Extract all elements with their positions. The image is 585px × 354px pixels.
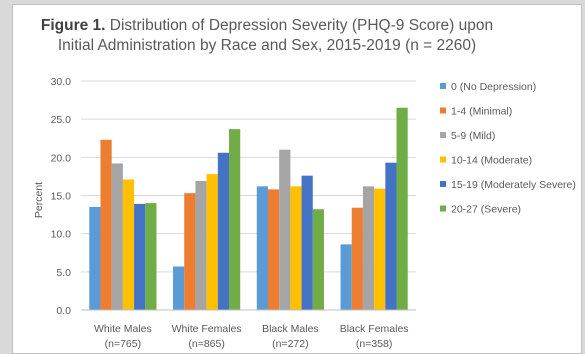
legend-swatch [440, 205, 446, 212]
bar-10-14-moderate--3 [374, 188, 386, 310]
legend-swatch [440, 107, 446, 114]
chart-title-line-1: Figure 1. Distribution of Depression Sev… [41, 17, 493, 34]
bar-20-27-severe--1 [229, 129, 241, 310]
bar-0-no-depression--0 [89, 206, 101, 310]
legend-entry: 1-4 (Minimal) [451, 106, 512, 118]
y-tick-label: 15.0 [51, 191, 72, 203]
chart-title-bold: Figure 1. [41, 17, 106, 34]
bar-10-14-moderate--2 [290, 186, 302, 310]
chart-title-line-2: Initial Administration by Race and Sex, … [58, 37, 476, 54]
y-tick-label: 25.0 [51, 114, 72, 126]
bar-15-19-moderately-severe--1 [217, 152, 230, 310]
x-tick-label: (n=765) [105, 338, 141, 350]
y-tick-label: 10.0 [51, 229, 72, 241]
y-tick-label: 20.0 [51, 152, 72, 164]
legend-entry: 15-19 (Moderately Severe) [451, 179, 576, 191]
x-tick-label: Black Males [262, 323, 319, 335]
bar-0-no-depression--1 [173, 266, 185, 310]
legend-entry: 10-14 (Moderate) [451, 155, 532, 167]
bar-0-no-depression--2 [256, 186, 268, 310]
bar-1-4-minimal--0 [100, 139, 112, 310]
bar-10-14-moderate--1 [206, 174, 218, 310]
x-tick-label: Black Females [340, 323, 409, 335]
axes: 0.0 5.0 10.0 15.0 20.0 25.0 30.0 White Males (n=… [51, 76, 416, 350]
bar-5-9-mild--2 [279, 149, 291, 310]
chart-frame: Figure 1. Distribution of Depression Sev… [12, 4, 582, 354]
legend-swatch [440, 156, 446, 163]
x-tick-label: (n=865) [188, 338, 224, 350]
bar-15-19-moderately-severe--0 [134, 203, 146, 310]
bar-5-9-mild--3 [362, 186, 375, 310]
y-tick-label: 30.0 [51, 76, 72, 88]
legend-entry: 0 (No Depression) [451, 81, 536, 93]
y-tick-label: 0.0 [56, 305, 71, 317]
legend-entry: 20-27 (Severe) [451, 204, 521, 216]
bar-0-no-depression--3 [340, 244, 352, 310]
bar-5-9-mild--0 [111, 163, 123, 310]
bar-chart: Figure 1. Distribution of Depression Sev… [33, 17, 576, 350]
bar-10-14-moderate--0 [122, 179, 135, 310]
x-tick-label: White Males [94, 323, 152, 335]
bar-20-27-severe--3 [396, 107, 408, 310]
bar-15-19-moderately-severe--2 [301, 175, 313, 310]
bar-20-27-severe--2 [312, 209, 324, 310]
chart-title-rest: Distribution of Depression Severity (PHQ… [105, 17, 493, 34]
bar-5-9-mild--1 [195, 180, 207, 310]
bar-15-19-moderately-severe--3 [385, 162, 397, 310]
legend-swatch [440, 132, 446, 138]
bar-1-4-minimal--1 [184, 193, 196, 310]
bars [89, 107, 408, 310]
legend-swatch [440, 181, 446, 187]
x-tick-label: (n=358) [356, 338, 392, 350]
bar-1-4-minimal--3 [351, 207, 363, 310]
x-tick-label: White Females [172, 323, 242, 335]
legend-entry: 5-9 (Mild) [451, 130, 495, 142]
y-axis-label: Percent [33, 182, 45, 218]
legend-swatch [440, 83, 446, 89]
bar-1-4-minimal--2 [267, 189, 280, 310]
legend: 0 (No Depression) 1-4 (Minimal) 5-9 (Mild)… [440, 81, 576, 216]
x-tick-label: (n=272) [272, 338, 308, 350]
bar-20-27-severe--0 [145, 203, 157, 310]
y-tick-label: 5.0 [56, 267, 71, 279]
